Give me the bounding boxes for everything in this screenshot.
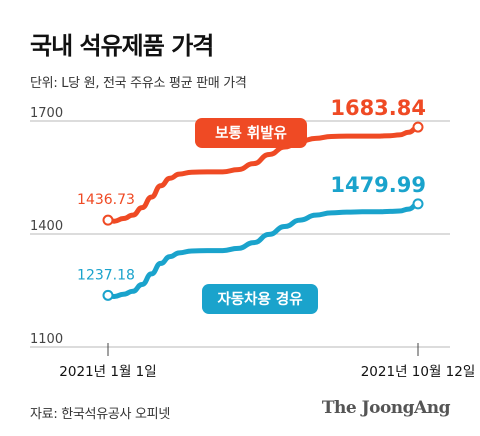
- series-line-1: [105, 201, 421, 300]
- end-value-label: 1479.99: [330, 173, 426, 197]
- end-point-marker: [412, 121, 424, 133]
- start-point-marker: [102, 289, 114, 301]
- brand-logo: The JoongAng: [321, 398, 451, 418]
- y-tick-label: 1400: [30, 219, 63, 234]
- unit-note: 단위: L당 원, 전국 주유소 평균 판매 가격: [30, 76, 247, 91]
- end-point-marker: [412, 198, 424, 210]
- end-value-label: 1683.84: [330, 96, 426, 120]
- series-badge: [195, 118, 307, 148]
- start-value-label: 1237.18: [77, 267, 135, 283]
- x-tick-label: 2021년 10월 12일: [361, 364, 476, 380]
- y-tick-label: 1700: [30, 106, 63, 121]
- start-value-label: 1436.73: [77, 192, 135, 208]
- start-point-marker: [102, 214, 114, 226]
- series-badge: [202, 284, 318, 314]
- series-badge-label: 보통 휘발유: [215, 125, 287, 142]
- y-tick-label: 1100: [30, 332, 63, 347]
- source-note: 자료: 한국석유공사 오피넷: [30, 407, 171, 422]
- series-badge-label: 자동차용 경유: [217, 290, 302, 308]
- x-tick-label: 2021년 1월 1일: [59, 364, 156, 380]
- series-line-0: [105, 124, 421, 224]
- chart-title: 국내 석유제품 가격: [30, 32, 214, 60]
